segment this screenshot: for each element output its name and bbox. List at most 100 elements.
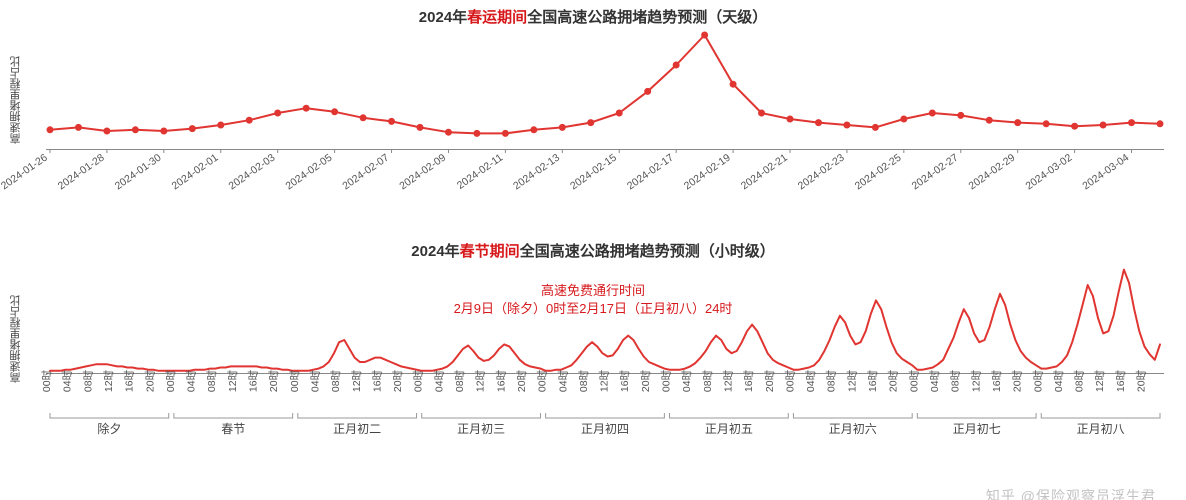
chart2-ylabel: 高速拥堵里程占比: [8, 295, 24, 383]
svg-text:2024-02-23: 2024-02-23: [796, 152, 847, 193]
svg-text:00时: 00时: [413, 369, 425, 392]
svg-text:00时: 00时: [908, 369, 920, 392]
svg-text:正月初六: 正月初六: [829, 422, 877, 436]
svg-text:04时: 04时: [681, 369, 693, 392]
svg-text:00时: 00时: [661, 369, 673, 392]
svg-text:12时: 12时: [227, 369, 239, 392]
chart2-title-prefix: 2024年: [411, 243, 459, 260]
svg-text:00时: 00时: [289, 369, 301, 392]
svg-text:2024-02-17: 2024-02-17: [625, 152, 676, 193]
svg-text:16时: 16时: [991, 369, 1003, 392]
svg-text:2024-02-09: 2024-02-09: [397, 152, 448, 193]
svg-text:12时: 12时: [846, 369, 858, 392]
svg-text:00时: 00时: [537, 369, 549, 392]
svg-text:08时: 08时: [826, 369, 838, 392]
chart2-annotation-line2: 2月9日（除夕）0时至2月17日（正月初八）24时: [454, 301, 733, 316]
svg-text:2024-02-03: 2024-02-03: [227, 152, 278, 193]
svg-text:正月初五: 正月初五: [705, 422, 753, 436]
svg-text:2024-03-04: 2024-03-04: [1080, 152, 1131, 193]
svg-text:00时: 00时: [165, 369, 177, 392]
chart1-title-suffix: 全国高速公路拥堵趋势预测（天级）: [527, 9, 767, 26]
chart1-title-highlight: 春运期间: [467, 9, 527, 26]
svg-text:正月初四: 正月初四: [581, 422, 629, 436]
svg-text:04时: 04时: [62, 369, 74, 392]
svg-text:2024-02-01: 2024-02-01: [170, 152, 221, 193]
svg-text:2024-02-21: 2024-02-21: [739, 152, 790, 193]
svg-text:04时: 04时: [929, 369, 941, 392]
svg-text:20时: 20时: [144, 369, 156, 392]
svg-text:2024-02-13: 2024-02-13: [511, 152, 562, 193]
svg-text:16时: 16时: [1115, 369, 1127, 392]
svg-text:00时: 00时: [1032, 369, 1044, 392]
svg-text:08时: 08时: [578, 369, 590, 392]
svg-text:12时: 12时: [475, 369, 487, 392]
svg-text:08时: 08时: [702, 369, 714, 392]
chart1-title-prefix: 2024年: [419, 9, 467, 26]
svg-text:2024-02-11: 2024-02-11: [455, 152, 505, 192]
svg-text:春节: 春节: [221, 422, 245, 436]
svg-text:08时: 08时: [950, 369, 962, 392]
chart2-title: 2024年春节期间全国高速公路拥堵趋势预测（小时级）: [0, 240, 1186, 261]
svg-text:2024-01-26: 2024-01-26: [0, 152, 50, 193]
svg-text:2024-01-30: 2024-01-30: [113, 152, 164, 193]
svg-text:08时: 08时: [330, 369, 342, 392]
svg-text:16时: 16时: [124, 369, 136, 392]
svg-text:16时: 16时: [743, 369, 755, 392]
chart1-ylabel: 高速拥堵里程占比: [8, 56, 24, 144]
svg-text:12时: 12时: [722, 369, 734, 392]
svg-text:12时: 12时: [970, 369, 982, 392]
chart1-svg: 2024-01-262024-01-282024-01-302024-02-01…: [0, 29, 1186, 219]
svg-text:04时: 04时: [557, 369, 569, 392]
svg-text:04时: 04时: [433, 369, 445, 392]
chart2-block: 2024年春节期间全国高速公路拥堵趋势预测（小时级） 高速免费通行时间 2月9日…: [0, 240, 1186, 500]
svg-text:04时: 04时: [1053, 369, 1065, 392]
svg-text:04时: 04时: [186, 369, 198, 392]
svg-text:2024-02-07: 2024-02-07: [340, 152, 391, 193]
svg-text:20时: 20时: [516, 369, 528, 392]
svg-text:16时: 16时: [371, 369, 383, 392]
svg-text:2024-02-05: 2024-02-05: [283, 152, 334, 193]
svg-text:08时: 08时: [1074, 369, 1086, 392]
svg-text:除夕: 除夕: [97, 421, 121, 436]
chart2-annotation-line1: 高速免费通行时间: [541, 283, 645, 298]
svg-text:16时: 16时: [867, 369, 879, 392]
chart1-block: 2024年春运期间全国高速公路拥堵趋势预测（天级） 高速拥堵里程占比 2024-…: [0, 6, 1186, 234]
svg-text:12时: 12时: [1094, 369, 1106, 392]
svg-text:2024-02-29: 2024-02-29: [967, 152, 1018, 193]
svg-text:20时: 20时: [268, 369, 280, 392]
svg-text:正月初七: 正月初七: [953, 422, 1001, 436]
svg-text:12时: 12时: [599, 369, 611, 392]
chart2-annotation: 高速免费通行时间 2月9日（除夕）0时至2月17日（正月初八）24时: [0, 282, 1186, 317]
chart1-title: 2024年春运期间全国高速公路拥堵趋势预测（天级）: [0, 6, 1186, 27]
svg-text:20时: 20时: [1136, 369, 1148, 392]
svg-text:2024-02-19: 2024-02-19: [682, 152, 733, 193]
svg-text:00时: 00时: [784, 369, 796, 392]
svg-text:正月初二: 正月初二: [333, 422, 381, 436]
svg-text:04时: 04时: [805, 369, 817, 392]
svg-text:04时: 04时: [309, 369, 321, 392]
svg-text:20时: 20时: [640, 369, 652, 392]
watermark-text: 知乎 @保险观察员浮生君: [986, 486, 1156, 500]
svg-text:16时: 16时: [619, 369, 631, 392]
svg-text:00时: 00时: [41, 369, 53, 392]
svg-text:2024-02-15: 2024-02-15: [568, 152, 619, 193]
svg-text:16时: 16时: [248, 369, 260, 392]
svg-text:2024-03-02: 2024-03-02: [1023, 152, 1074, 193]
svg-text:正月初八: 正月初八: [1077, 422, 1125, 436]
svg-text:08时: 08时: [82, 369, 94, 392]
svg-text:08时: 08时: [206, 369, 218, 392]
svg-text:2024-02-25: 2024-02-25: [853, 152, 904, 193]
svg-text:20时: 20时: [764, 369, 776, 392]
svg-text:20时: 20时: [888, 369, 900, 392]
svg-text:12时: 12时: [103, 369, 115, 392]
svg-text:20时: 20时: [1012, 369, 1024, 392]
svg-text:20时: 20时: [392, 369, 404, 392]
svg-text:16时: 16时: [495, 369, 507, 392]
chart2-title-suffix: 全国高速公路拥堵趋势预测（小时级）: [520, 243, 775, 260]
svg-text:2024-02-27: 2024-02-27: [910, 152, 961, 193]
svg-text:08时: 08时: [454, 369, 466, 392]
svg-text:2024-01-28: 2024-01-28: [56, 152, 107, 193]
svg-text:正月初三: 正月初三: [457, 422, 505, 436]
chart2-title-highlight: 春节期间: [460, 243, 520, 260]
svg-text:12时: 12时: [351, 369, 363, 392]
